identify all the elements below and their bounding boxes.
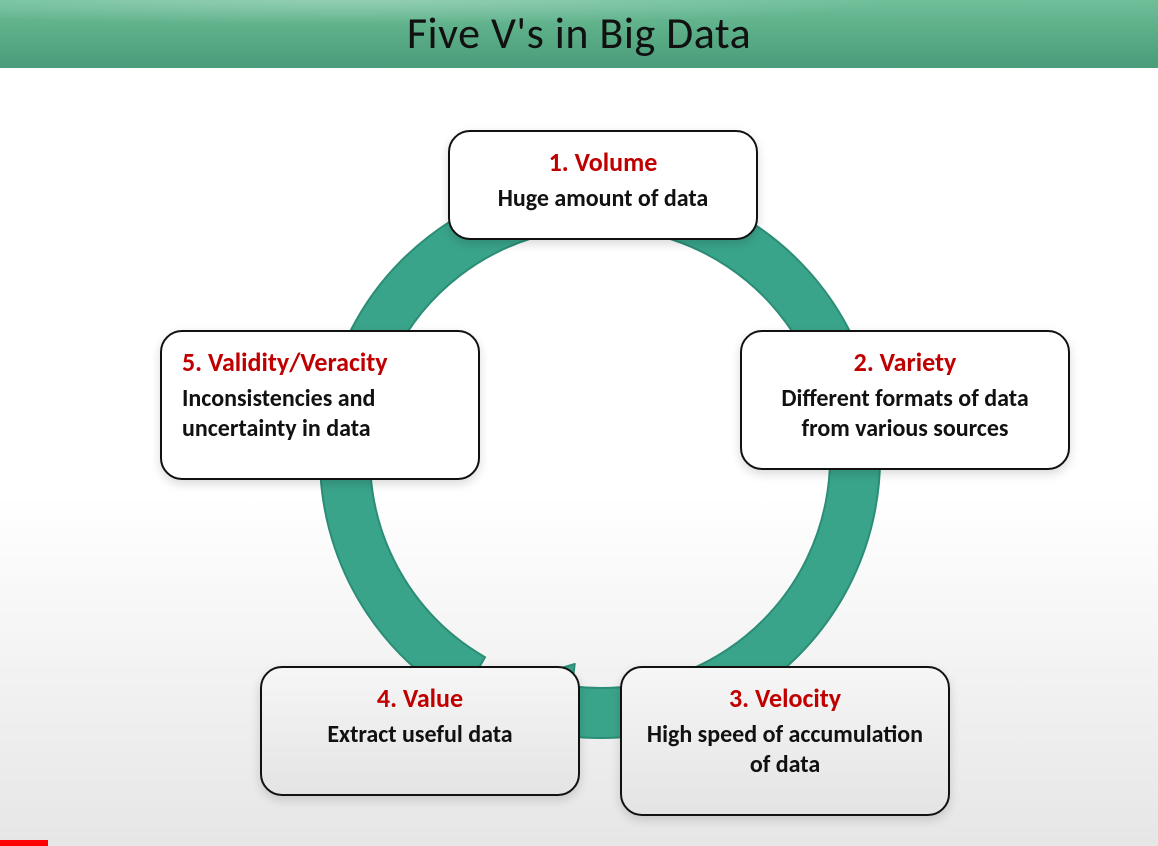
slide-title: Five V's in Big Data: [0, 6, 1158, 60]
box-desc: High speed of accumulation of data: [642, 720, 928, 780]
box-title: 1. Volume: [470, 146, 736, 178]
box-value: 4. Value Extract useful data: [260, 666, 580, 796]
box-desc: Different formats of data from various s…: [762, 384, 1048, 444]
box-desc: Huge amount of data: [470, 184, 736, 214]
box-desc: Extract useful data: [282, 720, 558, 750]
box-veracity: 5. Validity/Veracity Inconsistencies and …: [160, 330, 480, 480]
box-volume: 1. Volume Huge amount of data: [448, 130, 758, 240]
red-accent-bar: [0, 840, 48, 846]
slide-header: Five V's in Big Data: [0, 0, 1158, 71]
box-desc: Inconsistencies and uncertainty in data: [182, 384, 458, 444]
box-title: 4. Value: [282, 682, 558, 714]
box-variety: 2. Variety Different formats of data from…: [740, 330, 1070, 470]
box-title: 3. Velocity: [642, 682, 928, 714]
box-velocity: 3. Velocity High speed of accumulation of…: [620, 666, 950, 816]
box-title: 5. Validity/Veracity: [182, 346, 458, 378]
slide-body: 1. Volume Huge amount of data 2. Variety Di…: [0, 68, 1158, 846]
box-title: 2. Variety: [762, 346, 1048, 378]
